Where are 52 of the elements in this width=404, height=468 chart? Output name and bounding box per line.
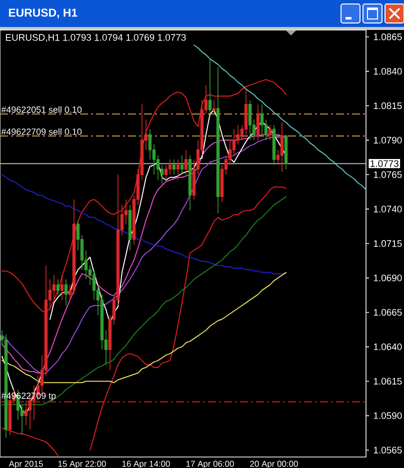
x-tick-label: 15 Apr 22:00 <box>58 460 106 468</box>
candlestick <box>100 294 104 350</box>
candlestick <box>284 134 288 170</box>
candlestick <box>52 274 56 300</box>
x-tick-label: Apr 2015 <box>8 460 43 468</box>
candlestick <box>184 149 188 176</box>
chart-title: EURUSD, H1 <box>8 8 78 18</box>
candlestick <box>256 104 260 141</box>
candlestick <box>172 159 176 176</box>
candlestick <box>216 66 220 214</box>
y-tick-label: 1.0840 <box>374 68 402 75</box>
y-tick-label: 1.0565 <box>374 446 402 454</box>
ref-line-label: #49622051 sell 0.10 <box>1 106 82 113</box>
y-tick-label: 1.0865 <box>374 34 402 40</box>
candlestick <box>92 269 96 300</box>
y-tick-label: 1.0690 <box>374 274 402 282</box>
ref-line-label: #49622709 sell 0.10 <box>1 128 82 135</box>
candlestick <box>164 164 168 181</box>
y-tick-label: 1.0640 <box>374 343 402 350</box>
candlestick <box>272 124 276 166</box>
ref-line-label: 1.0773 <box>370 160 398 167</box>
y-tick-label: 1.0665 <box>374 309 402 316</box>
chart-subtitle: EURUSD,H1 1.0793 1.0794 1.0769 1.0773 <box>6 34 186 42</box>
candlestick <box>212 100 216 114</box>
candlestick <box>228 140 232 166</box>
y-tick-label: 1.0740 <box>374 206 402 212</box>
y-tick-label: 1.0765 <box>374 171 402 178</box>
candlestick <box>148 128 152 160</box>
x-tick-label: 20 Apr 00:00 <box>250 460 298 468</box>
y-tick-label: 1.0790 <box>374 136 402 144</box>
candlestick <box>64 278 68 306</box>
candlestick <box>72 199 76 295</box>
candlestick <box>128 204 132 251</box>
candlestick <box>60 274 64 300</box>
x-tick-label: 17 Apr 06:00 <box>186 460 234 468</box>
candlestick <box>56 278 60 295</box>
candlestick <box>176 159 180 181</box>
candlestick <box>188 154 192 211</box>
candlestick <box>268 124 272 141</box>
candlestick <box>260 104 264 136</box>
candlestick <box>208 58 212 114</box>
y-tick-label: 1.0615 <box>374 378 402 385</box>
x-tick-label: 16 Apr 14:00 <box>122 460 170 468</box>
candlestick <box>180 154 184 176</box>
candlestick <box>232 128 236 156</box>
y-tick-label: 1.0590 <box>374 412 402 420</box>
candlestick <box>280 122 284 172</box>
candlestick <box>244 88 248 136</box>
candlestick <box>168 159 172 176</box>
y-tick-label: 1.0715 <box>374 240 402 247</box>
y-tick-label: 1.0815 <box>374 102 402 110</box>
candlestick <box>248 100 252 141</box>
